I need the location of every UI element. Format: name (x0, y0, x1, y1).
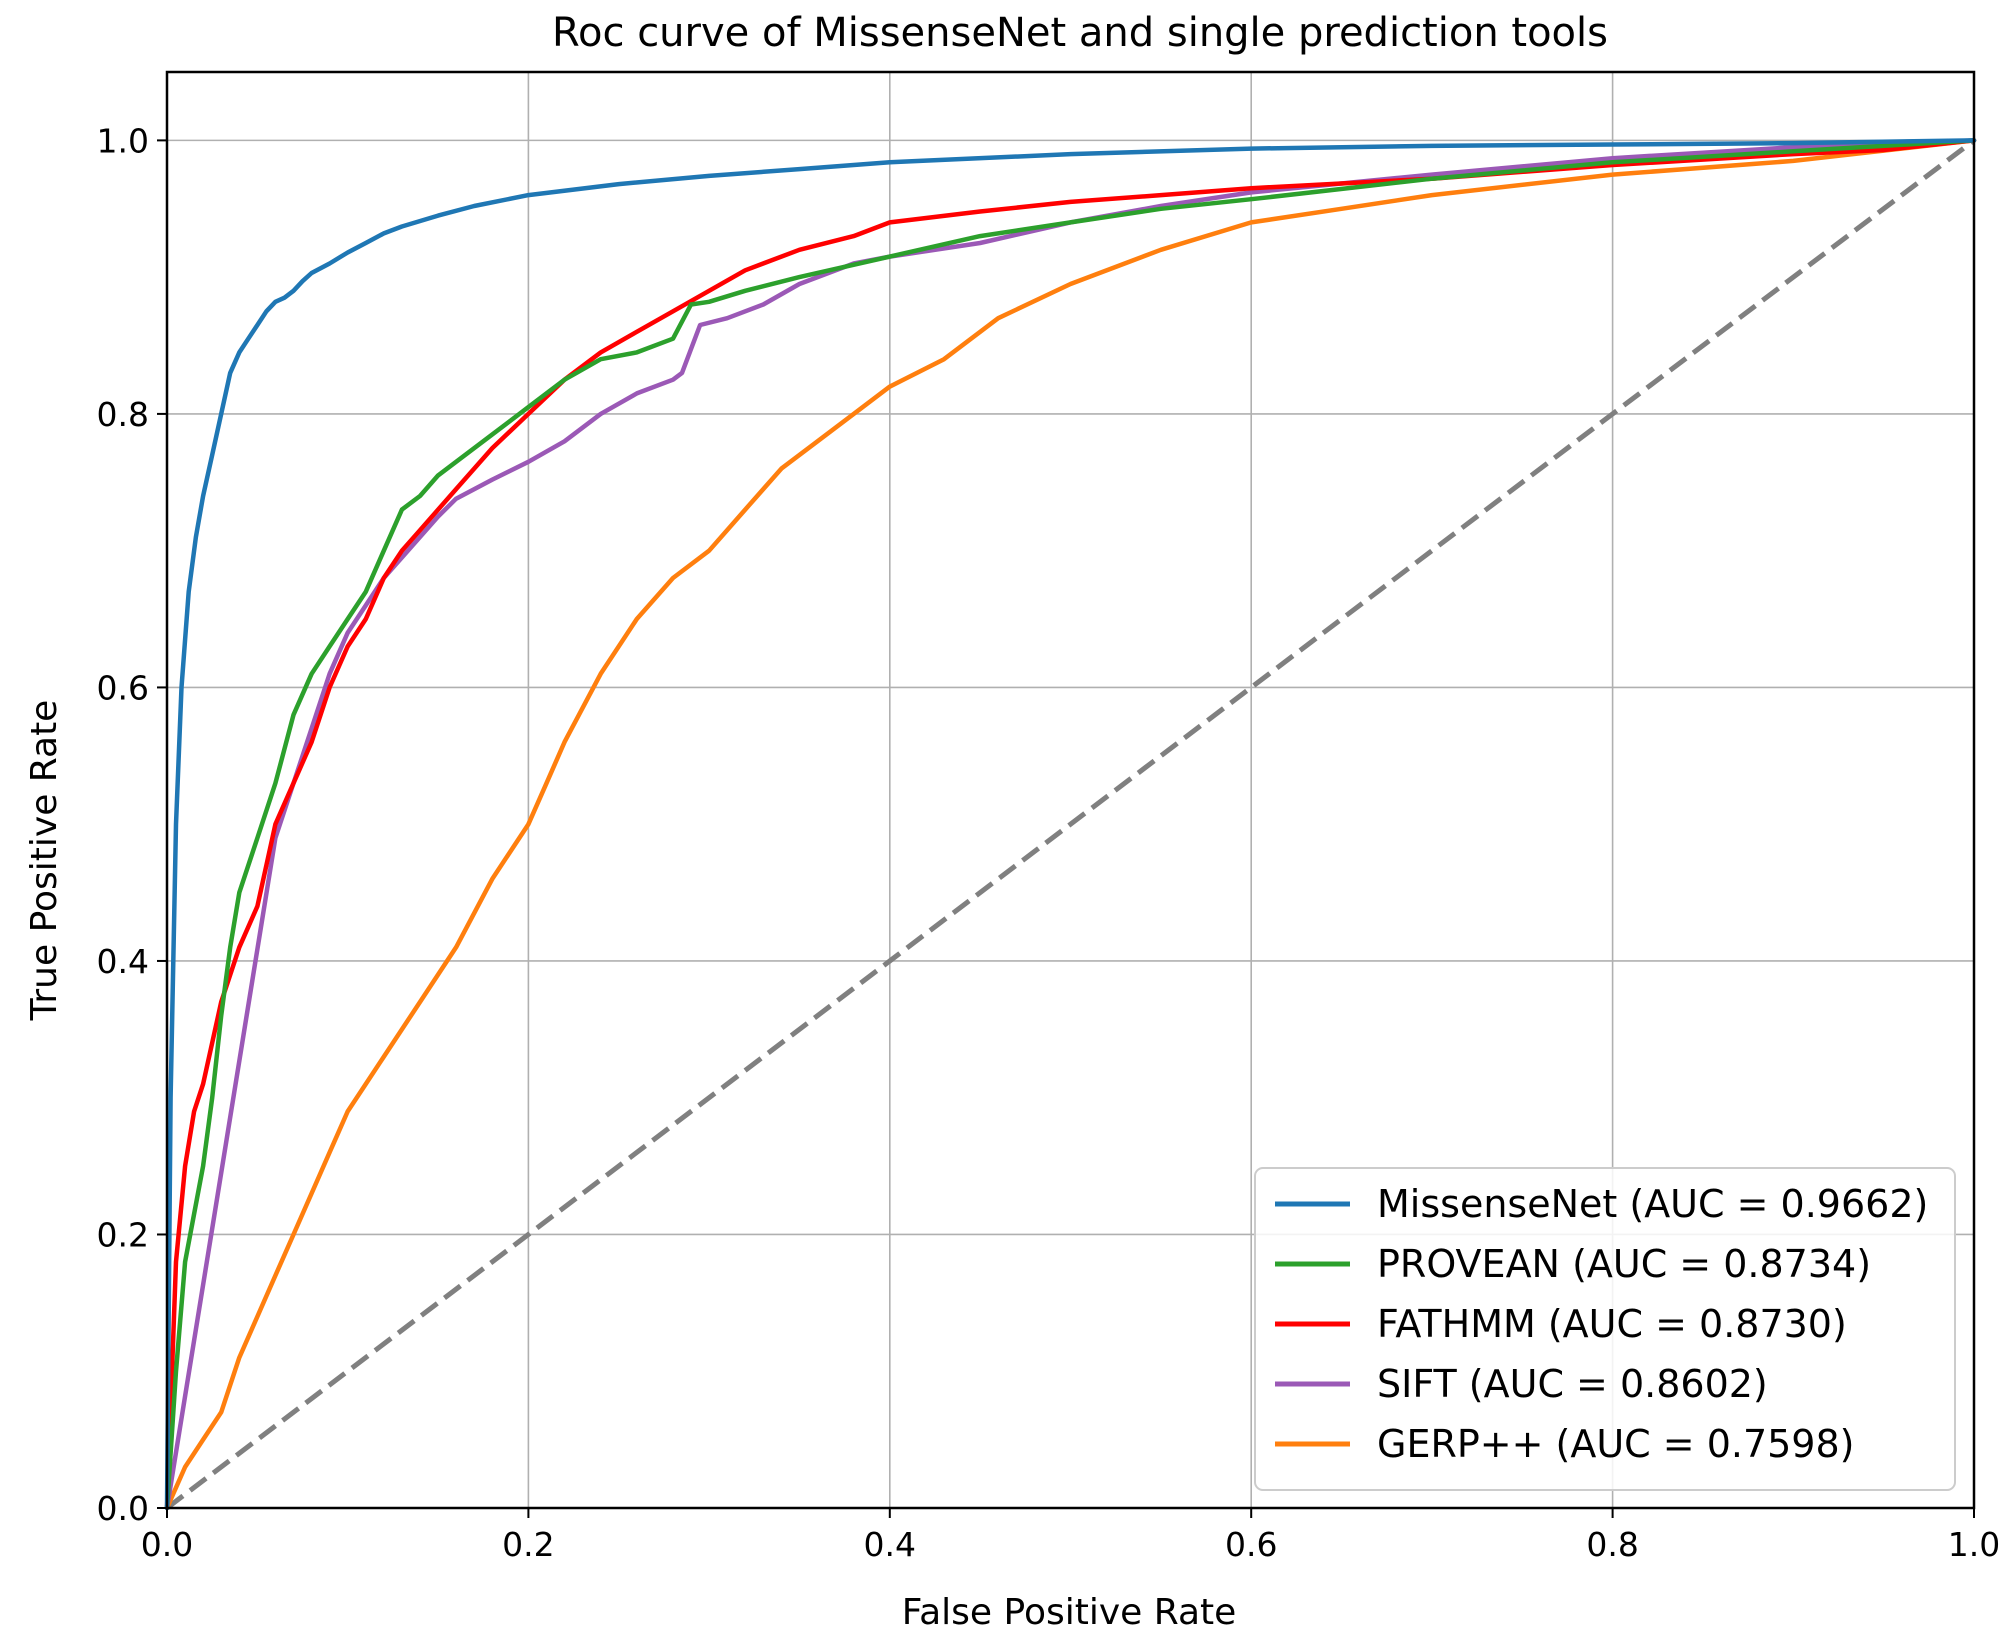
legend-label-gerp: GERP++ (AUC = 0.7598) (1377, 1422, 1855, 1466)
x-tick-label: 0.6 (1225, 1525, 1277, 1564)
legend: MissenseNet (AUC = 0.9662) PROVEAN (AUC =… (1254, 1167, 1956, 1491)
plot-frame (165, 70, 1976, 1510)
series-line-gerp (164, 138, 1977, 1511)
x-tick-label: 0.8 (1586, 1525, 1638, 1564)
chart-title: Roc curve of MissenseNet and single pred… (552, 10, 1608, 56)
y-tick-label: 1.0 (97, 121, 149, 160)
x-axis-title: False Positive Rate (902, 1592, 1237, 1633)
legend-label-sift: SIFT (AUC = 0.8602) (1377, 1362, 1768, 1406)
series-layer (164, 138, 1977, 1511)
y-tick-label: 0.2 (97, 1215, 149, 1254)
reference-line-layer (165, 138, 1976, 1510)
legend-label-missensenet: MissenseNet (AUC = 0.9662) (1377, 1182, 1928, 1226)
y-tick-label: 0.6 (97, 668, 149, 707)
x-tick-label: 0.2 (502, 1525, 554, 1564)
x-tick-label: 1.0 (1948, 1525, 2000, 1564)
x-tick-label: 0.0 (141, 1525, 193, 1564)
series-line-provean (164, 138, 1977, 1511)
y-axis-title: True Positive Rate (24, 700, 65, 1022)
legend-label-provean: PROVEAN (AUC = 0.8734) (1377, 1242, 1871, 1286)
series-line-fathmm (164, 138, 1977, 1511)
y-tick-label: 0.4 (97, 942, 149, 981)
y-tick-label: 0.0 (97, 1489, 149, 1528)
x-tick-label: 0.4 (864, 1525, 916, 1564)
chance-reference-line (165, 138, 1976, 1510)
ticks-layer: 0.0 0.2 0.4 0.6 0.8 1.0 0.0 0.2 0.4 0.6 0.8 1.0 (97, 121, 2001, 1564)
legend-label-fathmm: FATHMM (AUC = 0.8730) (1377, 1302, 1847, 1346)
y-tick-label: 0.8 (97, 395, 149, 434)
legend-box (1254, 1167, 1956, 1491)
series-line-missensenet (164, 138, 1977, 1511)
